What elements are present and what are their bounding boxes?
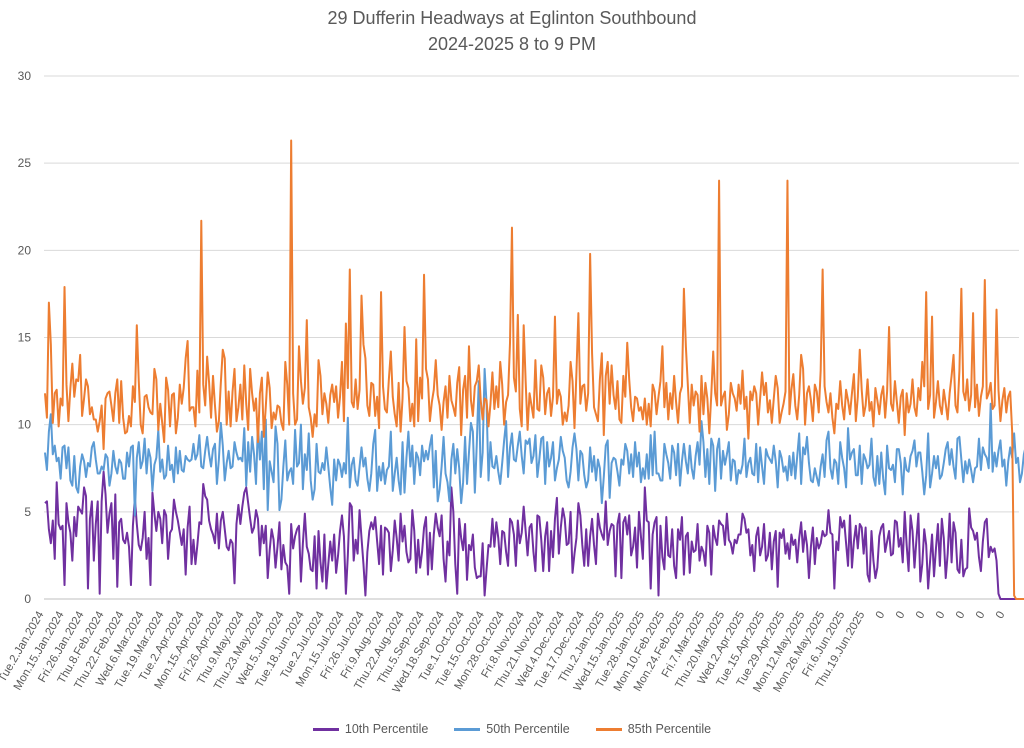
legend-item: 50th Percentile (454, 722, 570, 736)
y-tick-label: 20 (18, 243, 32, 257)
y-tick-label: 10 (18, 418, 32, 432)
x-tick-label: 0 (914, 610, 928, 622)
series-lines (43, 139, 1024, 600)
legend-label: 10th Percentile (344, 722, 429, 736)
y-axis-ticks: 0 5 10 15 20 25 30 (18, 69, 32, 606)
legend-item: 85th Percentile (595, 722, 712, 736)
y-tick-label: 25 (18, 156, 32, 170)
x-tick-label: 0 (994, 610, 1008, 622)
series-line-1 (44, 470, 1024, 600)
series-line-2 (43, 367, 1024, 517)
x-tick-label: 0 (894, 610, 908, 622)
y-tick-label: 15 (18, 331, 32, 345)
legend: 10th Percentile 50th Percentile 85th Perce… (0, 722, 1024, 736)
x-tick-label: 0 (934, 610, 948, 622)
legend-item: 10th Percentile (312, 722, 429, 736)
y-tick-label: 0 (24, 592, 31, 606)
legend-swatch (595, 727, 622, 731)
y-tick-label: 30 (18, 69, 32, 83)
x-tick-label: 0 (974, 610, 988, 622)
chart-subtitle: 2024-2025 8 to 9 PM (427, 34, 597, 54)
legend-label: 50th Percentile (486, 722, 570, 736)
x-tick-label: 0 (874, 610, 888, 622)
chart-title: 29 Dufferin Headways at Eglinton Southbo… (327, 8, 697, 28)
series-line-3 (43, 139, 1024, 600)
x-tick-label: 0 (954, 610, 968, 622)
y-tick-label: 5 (24, 505, 31, 519)
gridlines (44, 75, 1019, 600)
legend-label: 85th Percentile (627, 722, 712, 736)
legend-swatch (454, 727, 481, 731)
legend-swatch (312, 727, 339, 731)
x-axis-ticks: Tue.2.Jan.2024Mon.15.Jan.2024Fri.26.Jan.… (0, 609, 1008, 695)
